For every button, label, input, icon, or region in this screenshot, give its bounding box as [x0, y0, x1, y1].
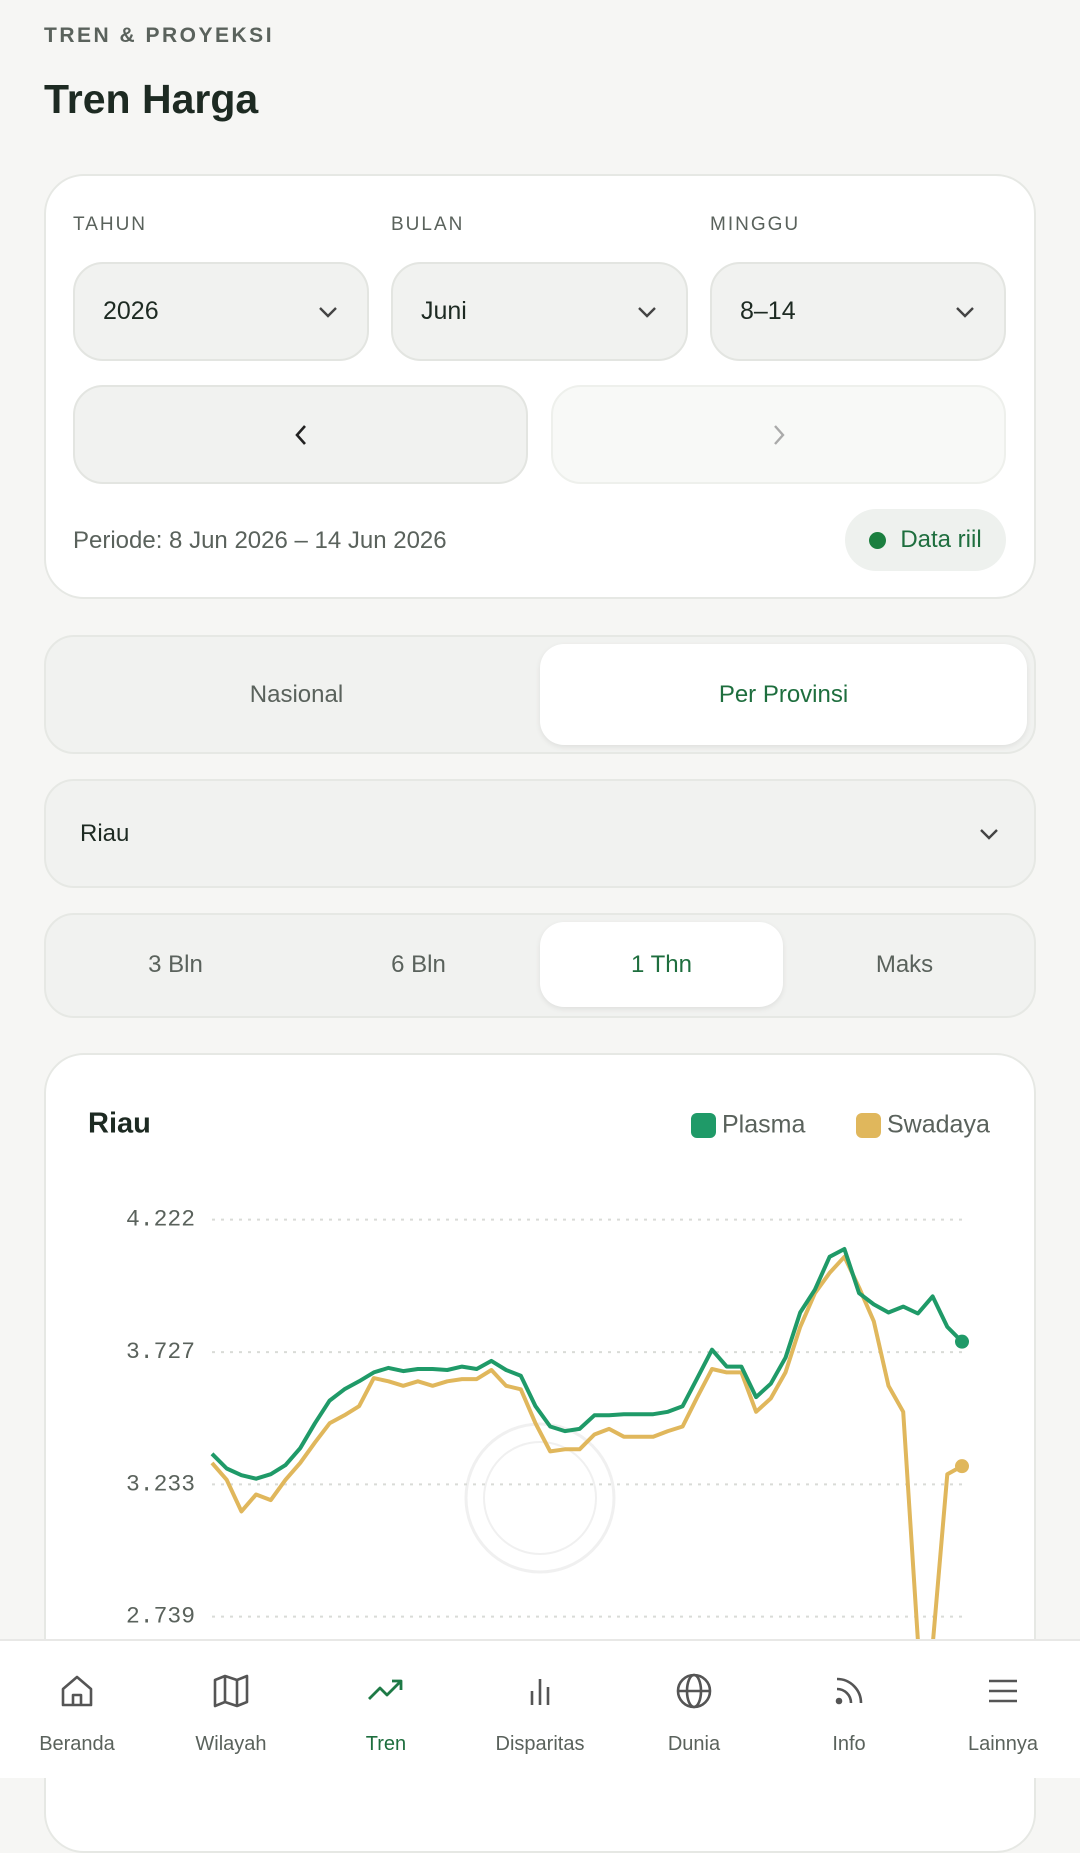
nav-label: Tren: [365, 1733, 407, 1755]
nav-label: Dunia: [667, 1733, 721, 1755]
month-label: BULAN: [391, 214, 465, 235]
year-select[interactable]: 2026: [73, 262, 369, 361]
nav-item[interactable]: Info: [774, 1641, 924, 1780]
nav-label: Disparitas: [495, 1733, 585, 1755]
y-tick-label: 3.233: [126, 1471, 195, 1497]
week-select[interactable]: 8–14: [710, 262, 1006, 361]
chevron: [319, 306, 337, 318]
end-point: [955, 1334, 969, 1349]
status-text: Data riil: [900, 526, 982, 553]
bars-icon: [530, 1679, 550, 1705]
chevron: [956, 306, 974, 318]
status-pill: Data riil: [845, 509, 1006, 571]
y-tick-label: 4.222: [126, 1207, 195, 1233]
range-tab[interactable]: 6 Bln: [391, 950, 446, 978]
feed-icon: [835, 1677, 863, 1705]
page-title: Tren Harga: [44, 76, 259, 122]
menu-icon: [989, 1679, 1017, 1703]
week-value: 8–14: [740, 297, 796, 325]
nav-item[interactable]: Wilayah: [156, 1641, 306, 1780]
chart-title: Riau: [88, 1108, 151, 1140]
nav-item[interactable]: Lainnya: [928, 1641, 1078, 1780]
range-tab[interactable]: 3 Bln: [148, 950, 203, 978]
nav-item[interactable]: Dunia: [619, 1641, 769, 1780]
nav-label: Wilayah: [195, 1733, 267, 1755]
watermark: [464, 1422, 616, 1574]
prev-button[interactable]: [73, 385, 528, 484]
legend-swatch: [691, 1113, 716, 1138]
week-label: MINGGU: [710, 214, 801, 235]
end-point: [955, 1459, 969, 1474]
status-dot: [869, 531, 887, 549]
chevron-right: [773, 424, 785, 445]
nav-label: Info: [832, 1733, 866, 1755]
legend-label: Swadaya: [887, 1111, 990, 1139]
period-text: Periode: 8 Jun 2026 – 14 Jun 2026: [73, 527, 447, 554]
series-line: [210, 1254, 963, 1648]
nav-label: Beranda: [39, 1733, 115, 1755]
province-select[interactable]: Riau: [44, 779, 1036, 888]
home-icon: [61, 1675, 93, 1707]
nav-item[interactable]: Disparitas: [465, 1641, 615, 1780]
year-value: 2026: [103, 297, 159, 325]
y-tick-label: 3.727: [126, 1339, 195, 1365]
next-button[interactable]: [551, 385, 1006, 484]
bottom-nav: Beranda Wilayah Tren Disparitas Dunia In…: [0, 1639, 1080, 1778]
nav-item-active[interactable]: Tren: [311, 1641, 461, 1780]
year-label: TAHUN: [73, 214, 148, 235]
range-tab[interactable]: Maks: [875, 950, 934, 978]
chevron: [980, 828, 998, 840]
nav-item[interactable]: Beranda: [2, 1641, 152, 1780]
trend-icon: [368, 1679, 403, 1700]
legend-label: Plasma: [722, 1111, 805, 1139]
nav-label: Lainnya: [967, 1733, 1039, 1755]
eyebrow: TREN & PROYEKSI: [44, 24, 275, 47]
scope-tab[interactable]: Nasional: [249, 680, 344, 708]
chart: Riau 4.222 3.727 3.233 2.739 Plasma Swadaya: [88, 1108, 990, 1648]
scope-tab-active[interactable]: Per Provinsi: [540, 644, 1027, 745]
province-value: Riau: [80, 819, 130, 847]
chevron-left: [294, 424, 306, 445]
range-tab-active[interactable]: 1 Thn: [540, 922, 783, 1007]
map-icon: [213, 1674, 249, 1708]
page: TREN & PROYEKSI Tren Harga TAHUN BULAN M…: [0, 24, 1080, 1853]
month-select[interactable]: Juni: [391, 262, 688, 361]
legend-swatch: [856, 1113, 881, 1138]
globe-icon: [676, 1673, 712, 1709]
chevron: [638, 306, 656, 318]
y-tick-label: 2.739: [126, 1604, 195, 1630]
month-value: Juni: [421, 297, 467, 325]
series-line: [210, 1247, 964, 1481]
